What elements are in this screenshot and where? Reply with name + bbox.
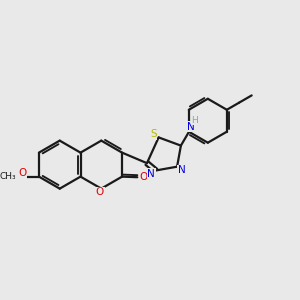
Text: O: O: [140, 172, 148, 182]
Text: H: H: [192, 116, 198, 124]
Text: N: N: [187, 122, 194, 132]
Text: N: N: [147, 169, 155, 179]
Text: CH₃: CH₃: [0, 172, 16, 181]
Text: S: S: [150, 129, 157, 139]
Text: O: O: [96, 187, 104, 197]
Text: N: N: [178, 165, 186, 175]
Text: O: O: [18, 168, 27, 178]
